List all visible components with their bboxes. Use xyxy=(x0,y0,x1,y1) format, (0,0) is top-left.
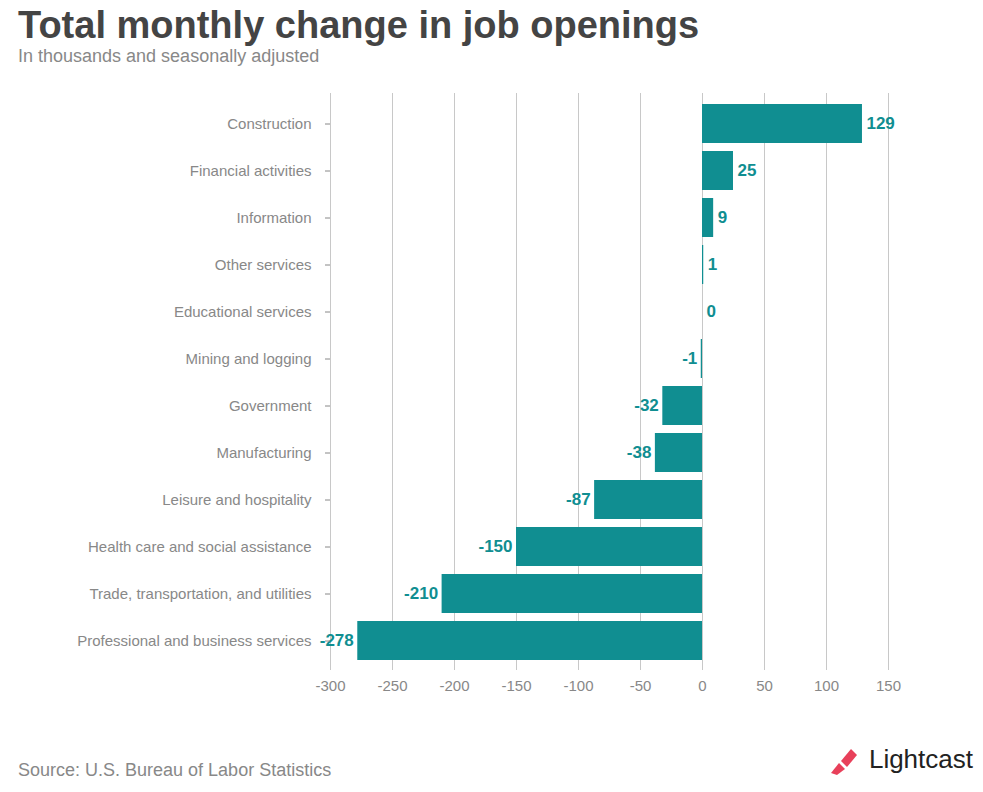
svg-text:-1: -1 xyxy=(682,349,697,368)
svg-text:Information: Information xyxy=(236,209,311,226)
html-text:Total monthly change in job op: Total monthly change in job openings xyxy=(18,4,700,46)
svg-text:150: 150 xyxy=(876,677,901,694)
svg-text:Other services: Other services xyxy=(215,256,312,273)
svg-text:-150: -150 xyxy=(478,537,512,556)
svg-text:-87: -87 xyxy=(566,490,591,509)
svg-text:100: 100 xyxy=(814,677,839,694)
svg-text:Financial activities: Financial activities xyxy=(190,162,312,179)
svg-text:1: 1 xyxy=(708,255,717,274)
svg-text:129: 129 xyxy=(866,114,894,133)
svg-text:-32: -32 xyxy=(634,396,659,415)
svg-text:0: 0 xyxy=(698,677,706,694)
svg-text:Leisure and hospitality: Leisure and hospitality xyxy=(162,491,312,508)
svg-text:0: 0 xyxy=(707,302,716,321)
svg-text:-250: -250 xyxy=(377,677,407,694)
svg-text:9: 9 xyxy=(718,208,727,227)
svg-text:-278: -278 xyxy=(320,631,354,650)
svg-text:Mining and logging: Mining and logging xyxy=(186,350,312,367)
svg-text:Health care and social assista: Health care and social assistance xyxy=(88,538,311,555)
svg-text:50: 50 xyxy=(756,677,773,694)
svg-text:Educational services: Educational services xyxy=(174,303,312,320)
svg-text:-300: -300 xyxy=(315,677,345,694)
svg-text:Government: Government xyxy=(229,397,312,414)
html-text:Lightcast: Lightcast xyxy=(868,744,973,774)
svg-text:-150: -150 xyxy=(501,677,531,694)
svg-text:Trade, transportation, and uti: Trade, transportation, and utilities xyxy=(89,585,311,602)
svg-text:Construction: Construction xyxy=(227,115,311,132)
svg-text:Manufacturing: Manufacturing xyxy=(216,444,311,461)
svg-text:Professional and business serv: Professional and business services xyxy=(77,632,311,649)
svg-text:-100: -100 xyxy=(563,677,593,694)
svg-text:-210: -210 xyxy=(404,584,438,603)
svg-text:25: 25 xyxy=(738,161,757,180)
svg-text:-50: -50 xyxy=(630,677,652,694)
html-text:Source: U.S. Bureau of Labor S: Source: U.S. Bureau of Labor Statistics xyxy=(18,760,332,780)
svg-text:-200: -200 xyxy=(439,677,469,694)
html-text:In thousands and seasonally ad: In thousands and seasonally adjusted xyxy=(18,46,320,66)
svg-text:-38: -38 xyxy=(627,443,652,462)
